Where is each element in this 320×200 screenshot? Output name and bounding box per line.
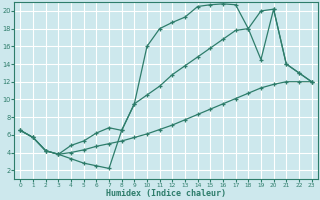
X-axis label: Humidex (Indice chaleur): Humidex (Indice chaleur) [106,189,226,198]
